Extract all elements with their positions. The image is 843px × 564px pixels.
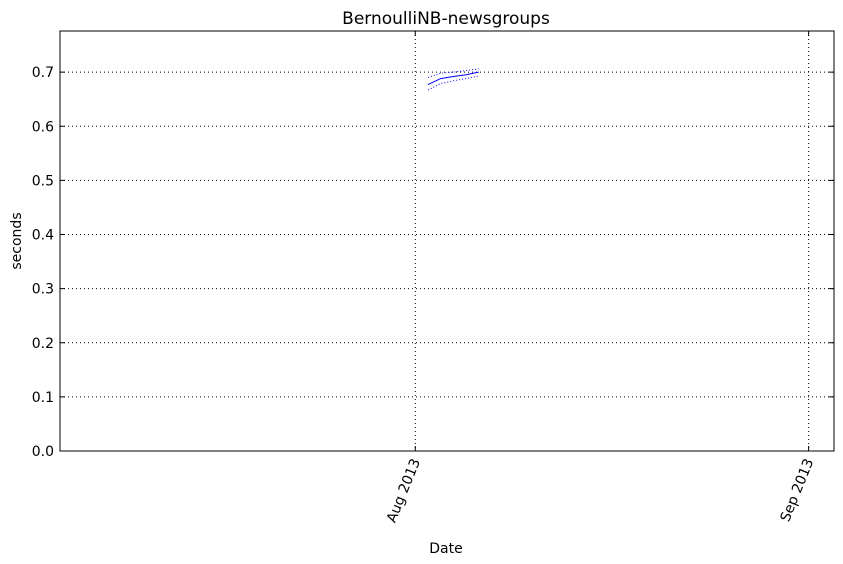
y-tick-label: 0.7 <box>32 65 54 81</box>
y-tick-label: 0.3 <box>32 282 54 298</box>
chart-title: BernoulliNB-newsgroups <box>342 9 550 29</box>
y-tick-label: 0.2 <box>32 336 54 352</box>
series-line-lower <box>427 75 479 91</box>
series-layer <box>427 68 479 91</box>
x-axis-label: Date <box>429 541 462 557</box>
tick-marks <box>60 31 834 452</box>
y-tick-label: 0.6 <box>32 119 54 135</box>
y-tick-labels: 0.0 0.1 0.2 0.3 0.4 0.5 0.6 0.7 <box>32 65 54 460</box>
y-tick-label: 0.5 <box>32 173 54 189</box>
y-tick-label: 0.4 <box>32 228 54 244</box>
y-tick-label: 0.0 <box>32 444 54 460</box>
y-tick-label: 0.1 <box>32 390 54 406</box>
y-axis-label: seconds <box>9 212 25 269</box>
grid <box>60 31 834 451</box>
plot-frame <box>59 30 835 452</box>
series-line-mean <box>427 71 479 86</box>
